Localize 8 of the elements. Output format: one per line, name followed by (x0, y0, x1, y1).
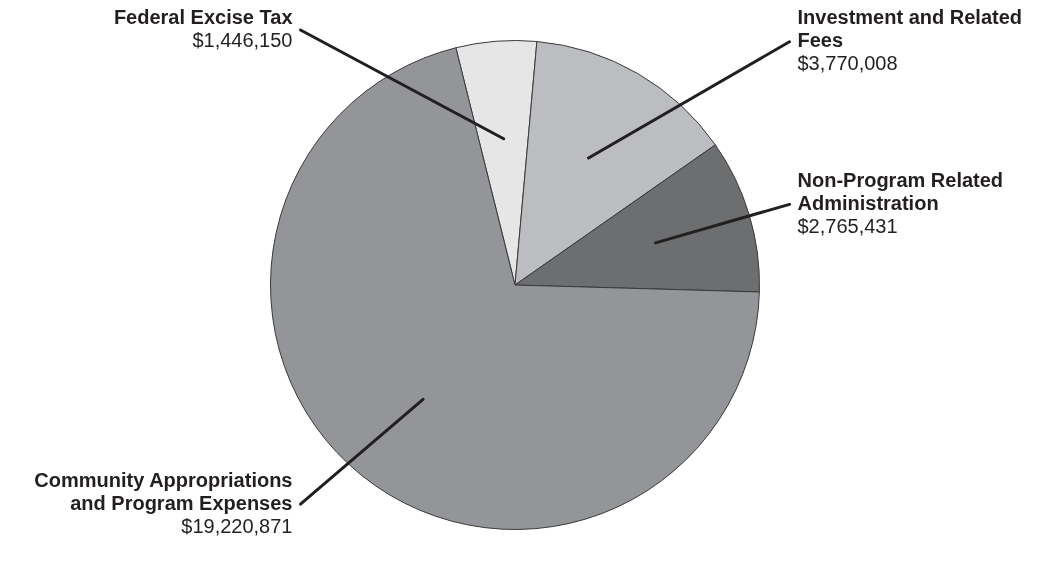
slice-label: Federal Excise Tax (113, 6, 293, 29)
data-label: $2,765,431 (797, 214, 898, 237)
slice-label: Community Appropriations and Program Expenses (34, 468, 293, 514)
slice-label: Non-Program Related Administration (797, 168, 1004, 214)
data-label: $3,770,008 (797, 52, 898, 75)
data-label: $19,220,871 (181, 514, 293, 537)
data-label: $1,446,150 (192, 29, 293, 52)
slice-label: Investment and Related Fees (797, 6, 1023, 52)
